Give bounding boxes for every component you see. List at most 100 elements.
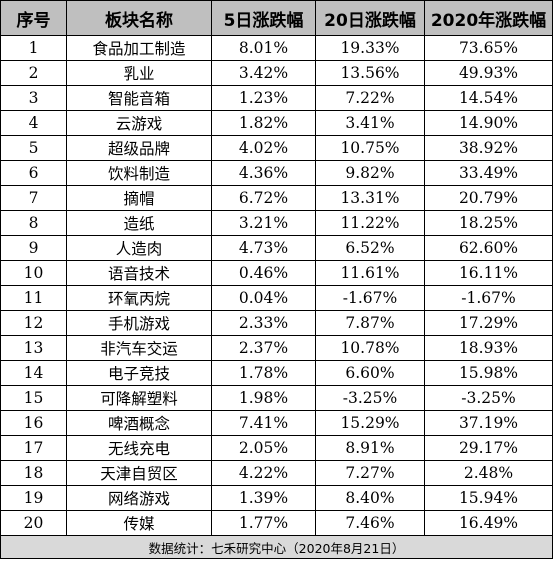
row-2020-change: 33.49% (424, 160, 553, 186)
row-20day-change: 7.46% (315, 510, 425, 536)
row-2020-change: -1.67% (424, 285, 553, 311)
table-row: 11 环氧丙烷 0.04% -1.67% -1.67% (0, 285, 553, 311)
row-sector-name: 智能音箱 (66, 85, 212, 111)
row-5day-change: 1.78% (211, 360, 316, 386)
row-2020-change: 15.98% (424, 360, 553, 386)
row-sector-name: 摘帽 (66, 185, 212, 211)
row-2020-change: 15.94% (424, 485, 553, 511)
table-row: 4 云游戏 1.82% 3.41% 14.90% (0, 110, 553, 136)
row-20day-change: 10.78% (315, 335, 425, 361)
table-row: 7 摘帽 6.72% 13.31% 20.79% (0, 185, 553, 211)
row-20day-change: 11.22% (315, 210, 425, 236)
row-20day-change: 13.31% (315, 185, 425, 211)
table-row: 18 天津自贸区 4.22% 7.27% 2.48% (0, 460, 553, 486)
row-20day-change: 3.41% (315, 110, 425, 136)
row-20day-change: 6.52% (315, 235, 425, 261)
table-row: 5 超级品牌 4.02% 10.75% 38.92% (0, 135, 553, 161)
row-index: 15 (0, 385, 67, 411)
header-2020-change: 2020年涨跌幅 (424, 0, 553, 36)
row-5day-change: 1.23% (211, 85, 316, 111)
row-index: 16 (0, 410, 67, 436)
row-2020-change: 38.92% (424, 135, 553, 161)
row-index: 10 (0, 260, 67, 286)
table-row: 16 啤酒概念 7.41% 15.29% 37.19% (0, 410, 553, 436)
table-row: 3 智能音箱 1.23% 7.22% 14.54% (0, 85, 553, 111)
row-2020-change: 20.79% (424, 185, 553, 211)
row-sector-name: 语音技术 (66, 260, 212, 286)
row-sector-name: 云游戏 (66, 110, 212, 136)
row-20day-change: 7.27% (315, 460, 425, 486)
row-2020-change: 62.60% (424, 235, 553, 261)
row-20day-change: 8.40% (315, 485, 425, 511)
row-index: 1 (0, 35, 67, 61)
table-body: 1 食品加工制造 8.01% 19.33% 73.65% 2 乳业 3.42% 13.56% 49… (0, 35, 553, 536)
table-row: 19 网络游戏 1.39% 8.40% 15.94% (0, 485, 553, 511)
row-sector-name: 造纸 (66, 210, 212, 236)
row-5day-change: 7.41% (211, 410, 316, 436)
row-index: 8 (0, 210, 67, 236)
row-5day-change: 2.33% (211, 310, 316, 336)
row-5day-change: 2.05% (211, 435, 316, 461)
row-index: 12 (0, 310, 67, 336)
row-index: 19 (0, 485, 67, 511)
row-2020-change: -3.25% (424, 385, 553, 411)
row-5day-change: 4.02% (211, 135, 316, 161)
row-index: 14 (0, 360, 67, 386)
header-index: 序号 (0, 0, 67, 36)
row-sector-name: 手机游戏 (66, 310, 212, 336)
row-index: 5 (0, 135, 67, 161)
header-5day-change: 5日涨跌幅 (211, 0, 316, 36)
row-20day-change: 6.60% (315, 360, 425, 386)
row-index: 4 (0, 110, 67, 136)
row-20day-change: 10.75% (315, 135, 425, 161)
row-index: 11 (0, 285, 67, 311)
row-20day-change: -3.25% (315, 385, 425, 411)
table-row: 17 无线充电 2.05% 8.91% 29.17% (0, 435, 553, 461)
row-index: 6 (0, 160, 67, 186)
row-2020-change: 29.17% (424, 435, 553, 461)
table-row: 9 人造肉 4.73% 6.52% 62.60% (0, 235, 553, 261)
footer-row: 数据统计：七禾研究中心（2020年8月21日） (0, 535, 553, 559)
row-sector-name: 饮料制造 (66, 160, 212, 186)
table-row: 2 乳业 3.42% 13.56% 49.93% (0, 60, 553, 86)
header-sector-name: 板块名称 (66, 0, 212, 36)
row-5day-change: 3.21% (211, 210, 316, 236)
row-2020-change: 14.90% (424, 110, 553, 136)
row-2020-change: 14.54% (424, 85, 553, 111)
row-index: 2 (0, 60, 67, 86)
row-20day-change: 11.61% (315, 260, 425, 286)
row-5day-change: 1.98% (211, 385, 316, 411)
row-sector-name: 食品加工制造 (66, 35, 212, 61)
row-20day-change: 7.22% (315, 85, 425, 111)
row-index: 7 (0, 185, 67, 211)
row-20day-change: 8.91% (315, 435, 425, 461)
row-2020-change: 2.48% (424, 460, 553, 486)
row-index: 20 (0, 510, 67, 536)
row-sector-name: 啤酒概念 (66, 410, 212, 436)
row-20day-change: 7.87% (315, 310, 425, 336)
table-row: 10 语音技术 0.46% 11.61% 16.11% (0, 260, 553, 286)
row-2020-change: 73.65% (424, 35, 553, 61)
row-sector-name: 传媒 (66, 510, 212, 536)
table-row: 20 传媒 1.77% 7.46% 16.49% (0, 510, 553, 536)
row-5day-change: 2.37% (211, 335, 316, 361)
row-20day-change: 13.56% (315, 60, 425, 86)
row-20day-change: 9.82% (315, 160, 425, 186)
row-sector-name: 无线充电 (66, 435, 212, 461)
row-2020-change: 18.25% (424, 210, 553, 236)
row-5day-change: 8.01% (211, 35, 316, 61)
row-5day-change: 6.72% (211, 185, 316, 211)
table-row: 13 非汽车交运 2.37% 10.78% 18.93% (0, 335, 553, 361)
row-2020-change: 16.49% (424, 510, 553, 536)
row-sector-name: 乳业 (66, 60, 212, 86)
row-5day-change: 0.04% (211, 285, 316, 311)
row-sector-name: 环氧丙烷 (66, 285, 212, 311)
row-5day-change: 1.82% (211, 110, 316, 136)
row-20day-change: -1.67% (315, 285, 425, 311)
table-row: 14 电子竞技 1.78% 6.60% 15.98% (0, 360, 553, 386)
row-sector-name: 天津自贸区 (66, 460, 212, 486)
row-20day-change: 15.29% (315, 410, 425, 436)
row-5day-change: 4.22% (211, 460, 316, 486)
